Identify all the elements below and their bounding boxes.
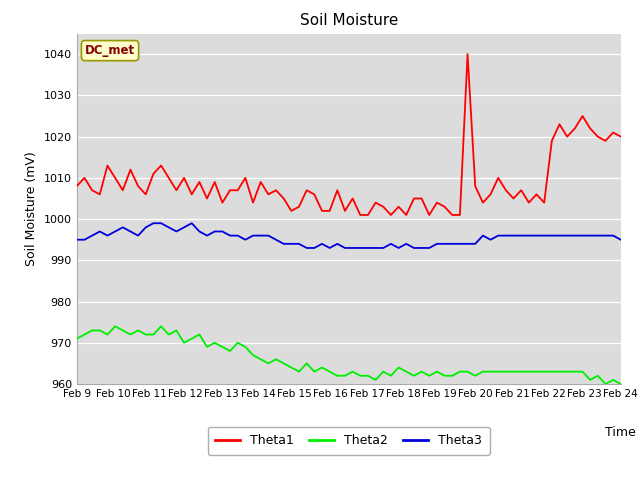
Text: DC_met: DC_met: [85, 44, 135, 57]
Y-axis label: Soil Moisture (mV): Soil Moisture (mV): [25, 151, 38, 266]
Legend: Theta1, Theta2, Theta3: Theta1, Theta2, Theta3: [208, 427, 490, 455]
Title: Soil Moisture: Soil Moisture: [300, 13, 398, 28]
X-axis label: Time: Time: [605, 426, 636, 439]
